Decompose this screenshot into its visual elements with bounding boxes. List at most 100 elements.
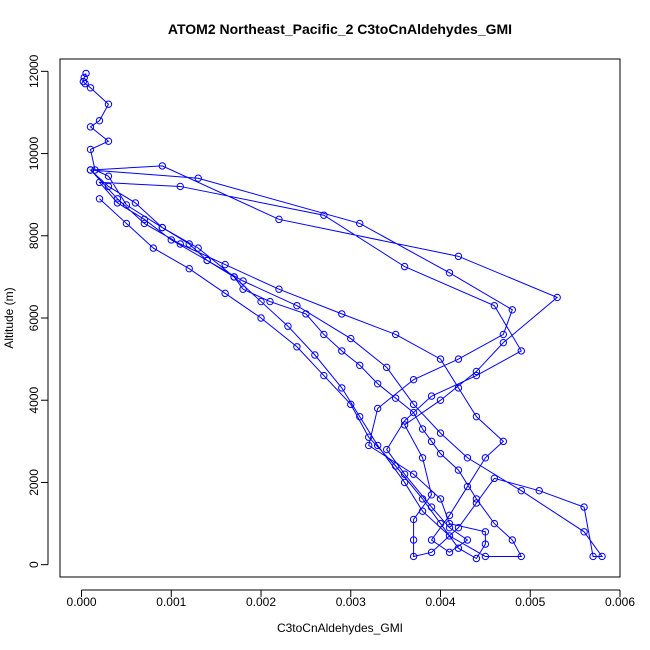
data-point: [517, 486, 525, 495]
data-point: [445, 523, 454, 532]
data-point: [203, 256, 211, 265]
data-point: [418, 454, 427, 462]
x-tick-label: 0.002: [246, 595, 276, 609]
y-tick-label: 8000: [27, 222, 41, 249]
data-point: [454, 523, 463, 532]
data-point: [122, 219, 131, 228]
data-point: [427, 437, 436, 446]
data-point: [409, 470, 418, 478]
data-point: [221, 289, 229, 298]
data-point: [365, 433, 373, 441]
data-point: [517, 552, 525, 561]
data-point: [194, 174, 202, 182]
data-point: [95, 195, 104, 203]
data-point: [391, 394, 400, 402]
data-point: [257, 314, 265, 322]
data-point: [499, 437, 508, 446]
data-point: [472, 499, 481, 507]
y-tick-label: 0: [27, 561, 41, 568]
data-point: [589, 552, 597, 561]
data-point: [472, 367, 481, 376]
data-point: [400, 417, 409, 425]
data-point: [499, 330, 508, 339]
data-point: [275, 285, 283, 293]
data-point: [463, 454, 472, 462]
data-point: [356, 412, 364, 421]
data-point: [508, 306, 517, 314]
data-point: [490, 474, 499, 483]
data-point: [418, 507, 427, 515]
plot-frame: [59, 58, 621, 578]
data-point: [365, 441, 373, 450]
data-point: [454, 466, 463, 474]
data-point: [472, 495, 481, 503]
x-tick-label: 0.006: [605, 595, 635, 609]
data-point: [158, 162, 167, 170]
data-point: [418, 495, 427, 503]
data-point: [373, 380, 382, 388]
data-point: [338, 347, 346, 355]
data-point: [356, 361, 364, 369]
data-point: [86, 145, 95, 154]
data-point: [131, 199, 140, 207]
data-point: [320, 371, 328, 380]
data-point: [436, 495, 445, 503]
data-point: [149, 244, 158, 252]
data-point: [472, 412, 481, 421]
data-point: [373, 441, 382, 450]
data-point: [445, 511, 454, 520]
data-point: [508, 536, 517, 544]
data-point: [382, 445, 391, 454]
data-point: [91, 166, 99, 174]
data-point: [598, 552, 606, 561]
data-point: [454, 252, 463, 261]
data-point: [463, 482, 472, 491]
x-axis: 0.000 0.001 0.002 0.003 0.004 0.005 0.006: [67, 589, 635, 609]
data-point: [382, 363, 391, 372]
data-point: [409, 375, 418, 384]
data-point: [320, 330, 328, 339]
data-point: [239, 277, 247, 285]
data-point: [427, 392, 436, 400]
data-point: [311, 351, 319, 359]
x-tick-label: 0.003: [336, 595, 366, 609]
data-point: [284, 322, 292, 330]
data-point: [176, 182, 184, 191]
data-point: [490, 301, 499, 310]
data-point: [194, 244, 202, 252]
x-axis-label: C3toCnAldehydes_GMI: [277, 621, 403, 635]
data-point: [239, 285, 247, 293]
data-point: [293, 343, 301, 351]
data-point: [185, 264, 193, 273]
data-point: [104, 100, 113, 108]
data-point: [338, 384, 346, 392]
data-point: [400, 470, 409, 478]
data-point: [95, 178, 104, 187]
data-point: [427, 536, 436, 544]
data-point: [427, 548, 436, 557]
data-point: [427, 491, 436, 499]
data-point: [499, 338, 508, 347]
x-tick-label: 0.005: [515, 595, 545, 609]
data-point: [391, 462, 400, 470]
data-point: [104, 182, 113, 191]
data-point: [454, 384, 463, 392]
data-point: [140, 215, 149, 224]
data-point: [86, 166, 95, 174]
data-point: [472, 554, 481, 563]
data-point: [436, 396, 445, 404]
data-point: [391, 330, 400, 339]
data-point: [176, 240, 184, 248]
y-tick-label: 6000: [27, 304, 41, 331]
data-point: [293, 301, 301, 310]
data-point: [302, 310, 310, 318]
data-point: [580, 503, 588, 511]
data-point: [275, 215, 283, 224]
plot-area: [59, 58, 621, 578]
data-point: [445, 519, 454, 528]
data-point: [436, 355, 445, 363]
data-point: [230, 273, 238, 281]
data-point: [535, 486, 543, 495]
data-point: [472, 371, 481, 380]
